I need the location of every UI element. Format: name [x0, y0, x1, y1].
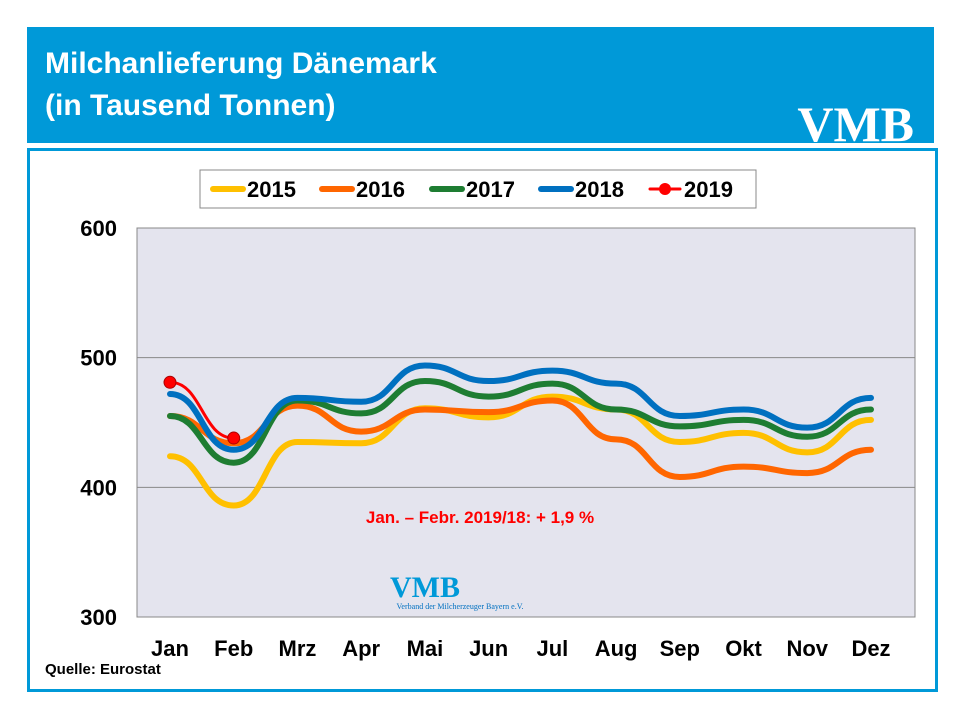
legend: [199, 169, 757, 209]
source-note: Quelle: Eurostat: [45, 661, 161, 678]
y-tick-label: 600: [80, 216, 117, 241]
header: Milchanlieferung Dänemark (in Tausend To…: [27, 27, 934, 152]
y-tick-label: 500: [80, 346, 117, 371]
legend-marker: [659, 183, 671, 195]
x-tick-label: Apr: [342, 636, 380, 661]
x-tick-label: Nov: [786, 636, 828, 661]
series-line-2017: [167, 378, 874, 466]
watermark-logo: VMB: [390, 571, 460, 604]
y-tick-label: 300: [80, 605, 117, 630]
legend-label: 2018: [575, 177, 624, 202]
legend-label: 2015: [247, 177, 296, 202]
x-tick-label: Okt: [725, 636, 762, 661]
x-tick-label: Jul: [536, 636, 568, 661]
vmb-logo: VMB: [797, 96, 914, 152]
data-point-2019: [163, 375, 177, 389]
plot-area: [136, 227, 916, 618]
x-tick-label: Dez: [851, 636, 890, 661]
legend-label: 2019: [684, 177, 733, 202]
x-tick-label: Mai: [407, 636, 444, 661]
x-tick-label: Jan: [151, 636, 189, 661]
x-tick-label: Aug: [595, 636, 638, 661]
x-tick-label: Jun: [469, 636, 508, 661]
watermark-subtitle: Verband der Milcherzeuger Bayern e.V.: [397, 602, 524, 611]
data-point-2019: [227, 431, 241, 445]
y-tick-label: 400: [80, 475, 117, 500]
title-line2: (in Tausend Tonnen): [45, 89, 336, 122]
legend-label: 2017: [466, 177, 515, 202]
series-line-2019: [168, 380, 236, 440]
x-tick-label: Sep: [660, 636, 700, 661]
series-line-2018: [167, 362, 874, 453]
x-tick-label: Feb: [214, 636, 253, 661]
legend-label: 2016: [356, 177, 405, 202]
x-tick-label: Mrz: [279, 636, 317, 661]
title-line1: Milchanlieferung Dänemark: [45, 47, 437, 80]
annotation: Jan. – Febr. 2019/18: + 1,9 %: [366, 508, 594, 527]
